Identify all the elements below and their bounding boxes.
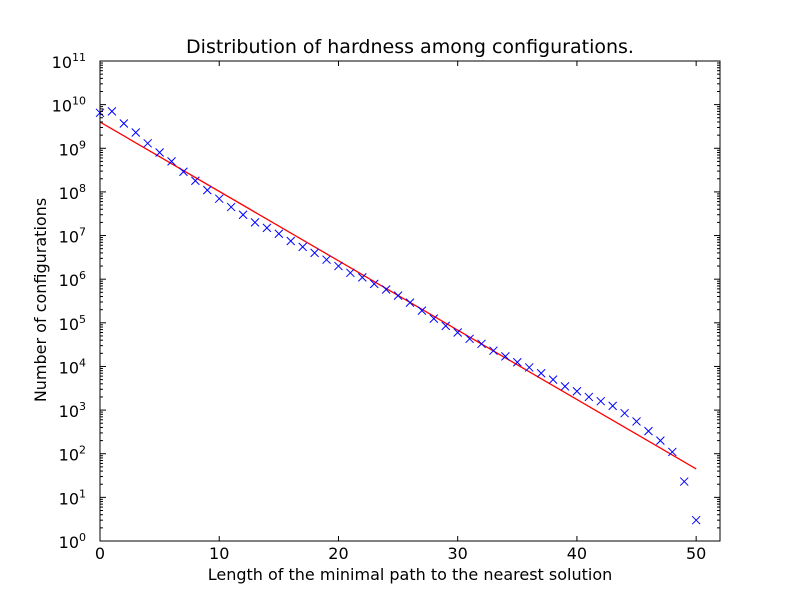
data-point [620, 408, 629, 418]
data-point [226, 202, 236, 212]
data-point [667, 447, 677, 457]
data-point [512, 357, 522, 367]
data-point [143, 138, 153, 148]
data-point [310, 248, 319, 258]
data-point [393, 291, 403, 300]
data-point [155, 148, 164, 157]
data-point [524, 363, 534, 372]
y-tick-label: 101 [59, 487, 86, 508]
data-point [679, 477, 689, 486]
data-point [214, 194, 224, 204]
data-point [560, 381, 570, 391]
x-axis-label: Length of the minimal path to the neares… [208, 565, 613, 584]
data-point [632, 417, 641, 426]
data-point [656, 436, 665, 445]
x-tick-label: 10 [209, 544, 229, 563]
plot-frame [99, 60, 721, 542]
x-tick-label: 40 [567, 544, 587, 563]
y-tick-label: 106 [59, 269, 86, 290]
data-point [584, 392, 594, 402]
y-tick-label: 1011 [52, 51, 86, 72]
x-tick-label: 20 [328, 544, 348, 563]
data-point [179, 167, 188, 177]
data-point [691, 515, 701, 525]
data-point [202, 185, 212, 195]
data-point [369, 279, 379, 289]
data-point [477, 339, 486, 349]
y-tick-label: 100 [59, 531, 86, 552]
x-tick-label: 0 [95, 544, 105, 563]
data-point [596, 396, 606, 406]
x-tick-label: 30 [448, 544, 468, 563]
data-point [548, 375, 558, 384]
data-point [608, 401, 618, 411]
data-point [346, 268, 355, 278]
y-tick-label: 103 [59, 400, 86, 421]
y-tick-label: 109 [59, 138, 86, 159]
data-point [298, 242, 308, 252]
y-tick-label: 105 [59, 313, 86, 334]
chart-title: Distribution of hardness among configura… [186, 36, 634, 58]
data-point [334, 261, 343, 271]
data-point [489, 346, 498, 356]
y-tick-label: 107 [59, 226, 86, 247]
y-axis-label: Number of configurations [31, 198, 50, 402]
data-point [322, 255, 331, 265]
data-point [250, 218, 260, 227]
data-point [536, 368, 546, 378]
data-point [429, 314, 439, 323]
data-point [167, 157, 176, 166]
y-tick-label: 102 [59, 444, 86, 465]
data-point [191, 176, 200, 186]
data-point [453, 328, 463, 337]
data-point [119, 119, 129, 128]
data-point [405, 298, 415, 307]
y-tick-label: 104 [59, 356, 86, 377]
data-point [417, 306, 427, 316]
data-point [381, 285, 391, 294]
data-point [286, 236, 296, 246]
data-point [262, 223, 272, 233]
data-point [501, 352, 510, 361]
data-point [357, 273, 367, 282]
data-point [441, 321, 451, 331]
data-point [274, 229, 284, 239]
plot-area: 0 10 20 30 40 50 100 101 102 103 104 105 106 107 108 10… [52, 51, 721, 563]
x-tick-label: 50 [686, 544, 706, 563]
data-point [238, 210, 248, 220]
data-point [131, 128, 141, 137]
y-tick-label: 1010 [52, 95, 86, 116]
data-point [644, 426, 653, 436]
y-tick-label: 108 [59, 182, 86, 203]
data-point [465, 334, 474, 344]
data-point [572, 386, 582, 396]
data-point [107, 107, 117, 116]
